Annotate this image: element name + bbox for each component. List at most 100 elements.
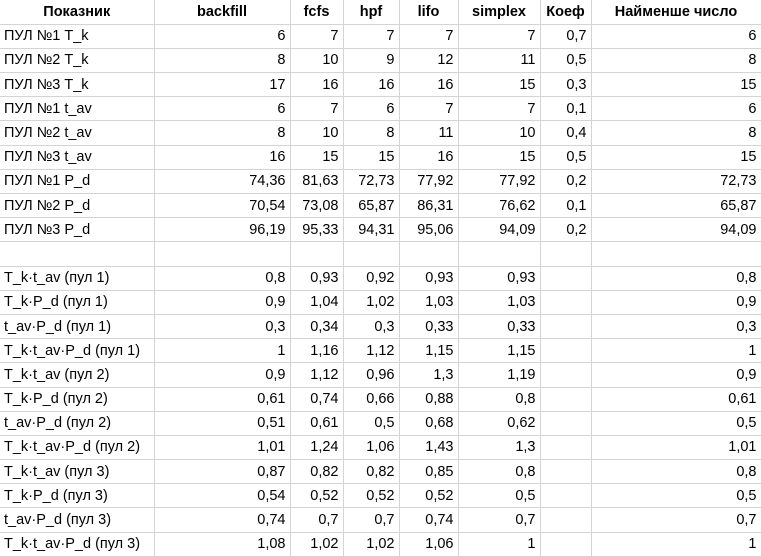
table-cell[interactable]: 94,09 <box>591 217 761 243</box>
table-cell[interactable]: 11 <box>458 48 541 74</box>
table-cell[interactable]: 16 <box>290 72 344 98</box>
table-cell[interactable]: 0,96 <box>343 362 400 388</box>
table-cell[interactable]: 76,62 <box>458 193 541 219</box>
table-cell[interactable]: 15 <box>591 145 761 170</box>
table-cell[interactable]: 0,2 <box>540 169 592 195</box>
table-cell[interactable] <box>154 241 291 267</box>
table-cell[interactable] <box>540 387 592 412</box>
row-label-cell[interactable]: ПУЛ №2 T_k <box>0 48 155 74</box>
table-cell[interactable]: 9 <box>343 48 400 74</box>
column-header[interactable]: backfill <box>154 0 291 25</box>
table-cell[interactable]: 1,15 <box>399 338 459 364</box>
row-label-cell[interactable]: T_k·P_d (пул 1) <box>0 290 155 315</box>
table-cell[interactable] <box>540 532 592 557</box>
table-cell[interactable]: 16 <box>399 72 459 98</box>
row-label-cell[interactable]: t_av·P_d (пул 2) <box>0 411 155 436</box>
table-cell[interactable]: 1,06 <box>343 435 400 461</box>
table-cell[interactable] <box>540 435 592 461</box>
column-header[interactable]: Коеф <box>540 0 592 25</box>
table-cell[interactable]: 0,33 <box>458 314 541 340</box>
table-cell[interactable]: 0,93 <box>290 266 344 291</box>
table-cell[interactable]: 0,1 <box>540 96 592 122</box>
table-cell[interactable]: 0,87 <box>154 459 291 485</box>
table-cell[interactable]: 6 <box>591 24 761 49</box>
table-cell[interactable]: 6 <box>343 96 400 122</box>
table-cell[interactable]: 1,15 <box>458 338 541 364</box>
table-cell[interactable]: 0,74 <box>290 387 344 412</box>
table-cell[interactable] <box>540 507 592 533</box>
table-cell[interactable]: 7 <box>343 24 400 49</box>
table-cell[interactable]: 7 <box>458 96 541 122</box>
table-cell[interactable] <box>458 241 541 267</box>
table-cell[interactable]: 0,8 <box>458 459 541 485</box>
table-cell[interactable]: 0,5 <box>343 411 400 436</box>
table-cell[interactable]: 0,74 <box>399 507 459 533</box>
table-cell[interactable]: 15 <box>290 145 344 170</box>
table-cell[interactable]: 0,9 <box>154 290 291 315</box>
table-cell[interactable]: 0,4 <box>540 120 592 146</box>
table-cell[interactable]: 0,3 <box>540 72 592 98</box>
table-cell[interactable]: 8 <box>591 48 761 74</box>
column-header[interactable]: Найменше число <box>591 0 761 25</box>
table-cell[interactable]: 0,8 <box>154 266 291 291</box>
table-cell[interactable]: 0,92 <box>343 266 400 291</box>
table-cell[interactable]: 1,03 <box>399 290 459 315</box>
table-cell[interactable]: 95,33 <box>290 217 344 243</box>
table-cell[interactable] <box>290 241 344 267</box>
table-cell[interactable]: 8 <box>154 48 291 74</box>
row-label-cell[interactable]: T_k·t_av·P_d (пул 3) <box>0 532 155 557</box>
column-header[interactable]: simplex <box>458 0 541 25</box>
table-cell[interactable]: 74,36 <box>154 169 291 195</box>
table-cell[interactable]: 0,1 <box>540 193 592 219</box>
table-cell[interactable]: 0,9 <box>154 362 291 388</box>
table-cell[interactable]: 0,93 <box>399 266 459 291</box>
table-cell[interactable]: 72,73 <box>343 169 400 195</box>
table-cell[interactable] <box>540 411 592 436</box>
table-cell[interactable]: 0,52 <box>343 483 400 509</box>
table-cell[interactable]: 0,68 <box>399 411 459 436</box>
table-cell[interactable]: 73,08 <box>290 193 344 219</box>
row-label-cell[interactable]: T_k·t_av·P_d (пул 1) <box>0 338 155 364</box>
table-cell[interactable]: 1,04 <box>290 290 344 315</box>
table-cell[interactable]: 1,03 <box>458 290 541 315</box>
table-cell[interactable]: 10 <box>290 48 344 74</box>
table-cell[interactable]: 0,3 <box>591 314 761 340</box>
table-cell[interactable]: 1,12 <box>290 362 344 388</box>
table-cell[interactable]: 72,73 <box>591 169 761 195</box>
table-cell[interactable]: 65,87 <box>343 193 400 219</box>
table-cell[interactable]: 8 <box>154 120 291 146</box>
table-cell[interactable]: 0,9 <box>591 290 761 315</box>
table-cell[interactable] <box>540 290 592 315</box>
table-cell[interactable]: 0,93 <box>458 266 541 291</box>
table-cell[interactable]: 0,3 <box>343 314 400 340</box>
table-cell[interactable]: 15 <box>458 72 541 98</box>
row-label-cell[interactable]: t_av·P_d (пул 3) <box>0 507 155 533</box>
table-cell[interactable]: 0,34 <box>290 314 344 340</box>
table-cell[interactable] <box>591 241 761 267</box>
table-cell[interactable]: 12 <box>399 48 459 74</box>
row-label-cell[interactable]: ПУЛ №1 P_d <box>0 169 155 195</box>
table-cell[interactable]: 15 <box>458 145 541 170</box>
row-label-cell[interactable]: T_k·t_av (пул 1) <box>0 266 155 291</box>
row-label-cell[interactable]: T_k·t_av (пул 3) <box>0 459 155 485</box>
table-cell[interactable]: 96,19 <box>154 217 291 243</box>
table-cell[interactable] <box>399 241 459 267</box>
table-cell[interactable]: 0,9 <box>591 362 761 388</box>
row-label-cell[interactable]: ПУЛ №3 P_d <box>0 217 155 243</box>
table-cell[interactable]: 1,3 <box>399 362 459 388</box>
table-cell[interactable]: 0,85 <box>399 459 459 485</box>
table-cell[interactable]: 7 <box>399 96 459 122</box>
table-cell[interactable]: 0,61 <box>591 387 761 412</box>
row-label-cell[interactable]: ПУЛ №2 t_av <box>0 120 155 146</box>
table-cell[interactable] <box>540 362 592 388</box>
column-header[interactable]: lifo <box>399 0 459 25</box>
table-cell[interactable]: 0,61 <box>154 387 291 412</box>
table-cell[interactable]: 1 <box>591 532 761 557</box>
table-cell[interactable]: 17 <box>154 72 291 98</box>
row-label-cell[interactable]: ПУЛ №1 T_k <box>0 24 155 49</box>
table-cell[interactable]: 77,92 <box>458 169 541 195</box>
table-cell[interactable]: 70,54 <box>154 193 291 219</box>
table-cell[interactable]: 0,8 <box>591 459 761 485</box>
table-cell[interactable]: 7 <box>399 24 459 49</box>
table-cell[interactable]: 15 <box>343 145 400 170</box>
